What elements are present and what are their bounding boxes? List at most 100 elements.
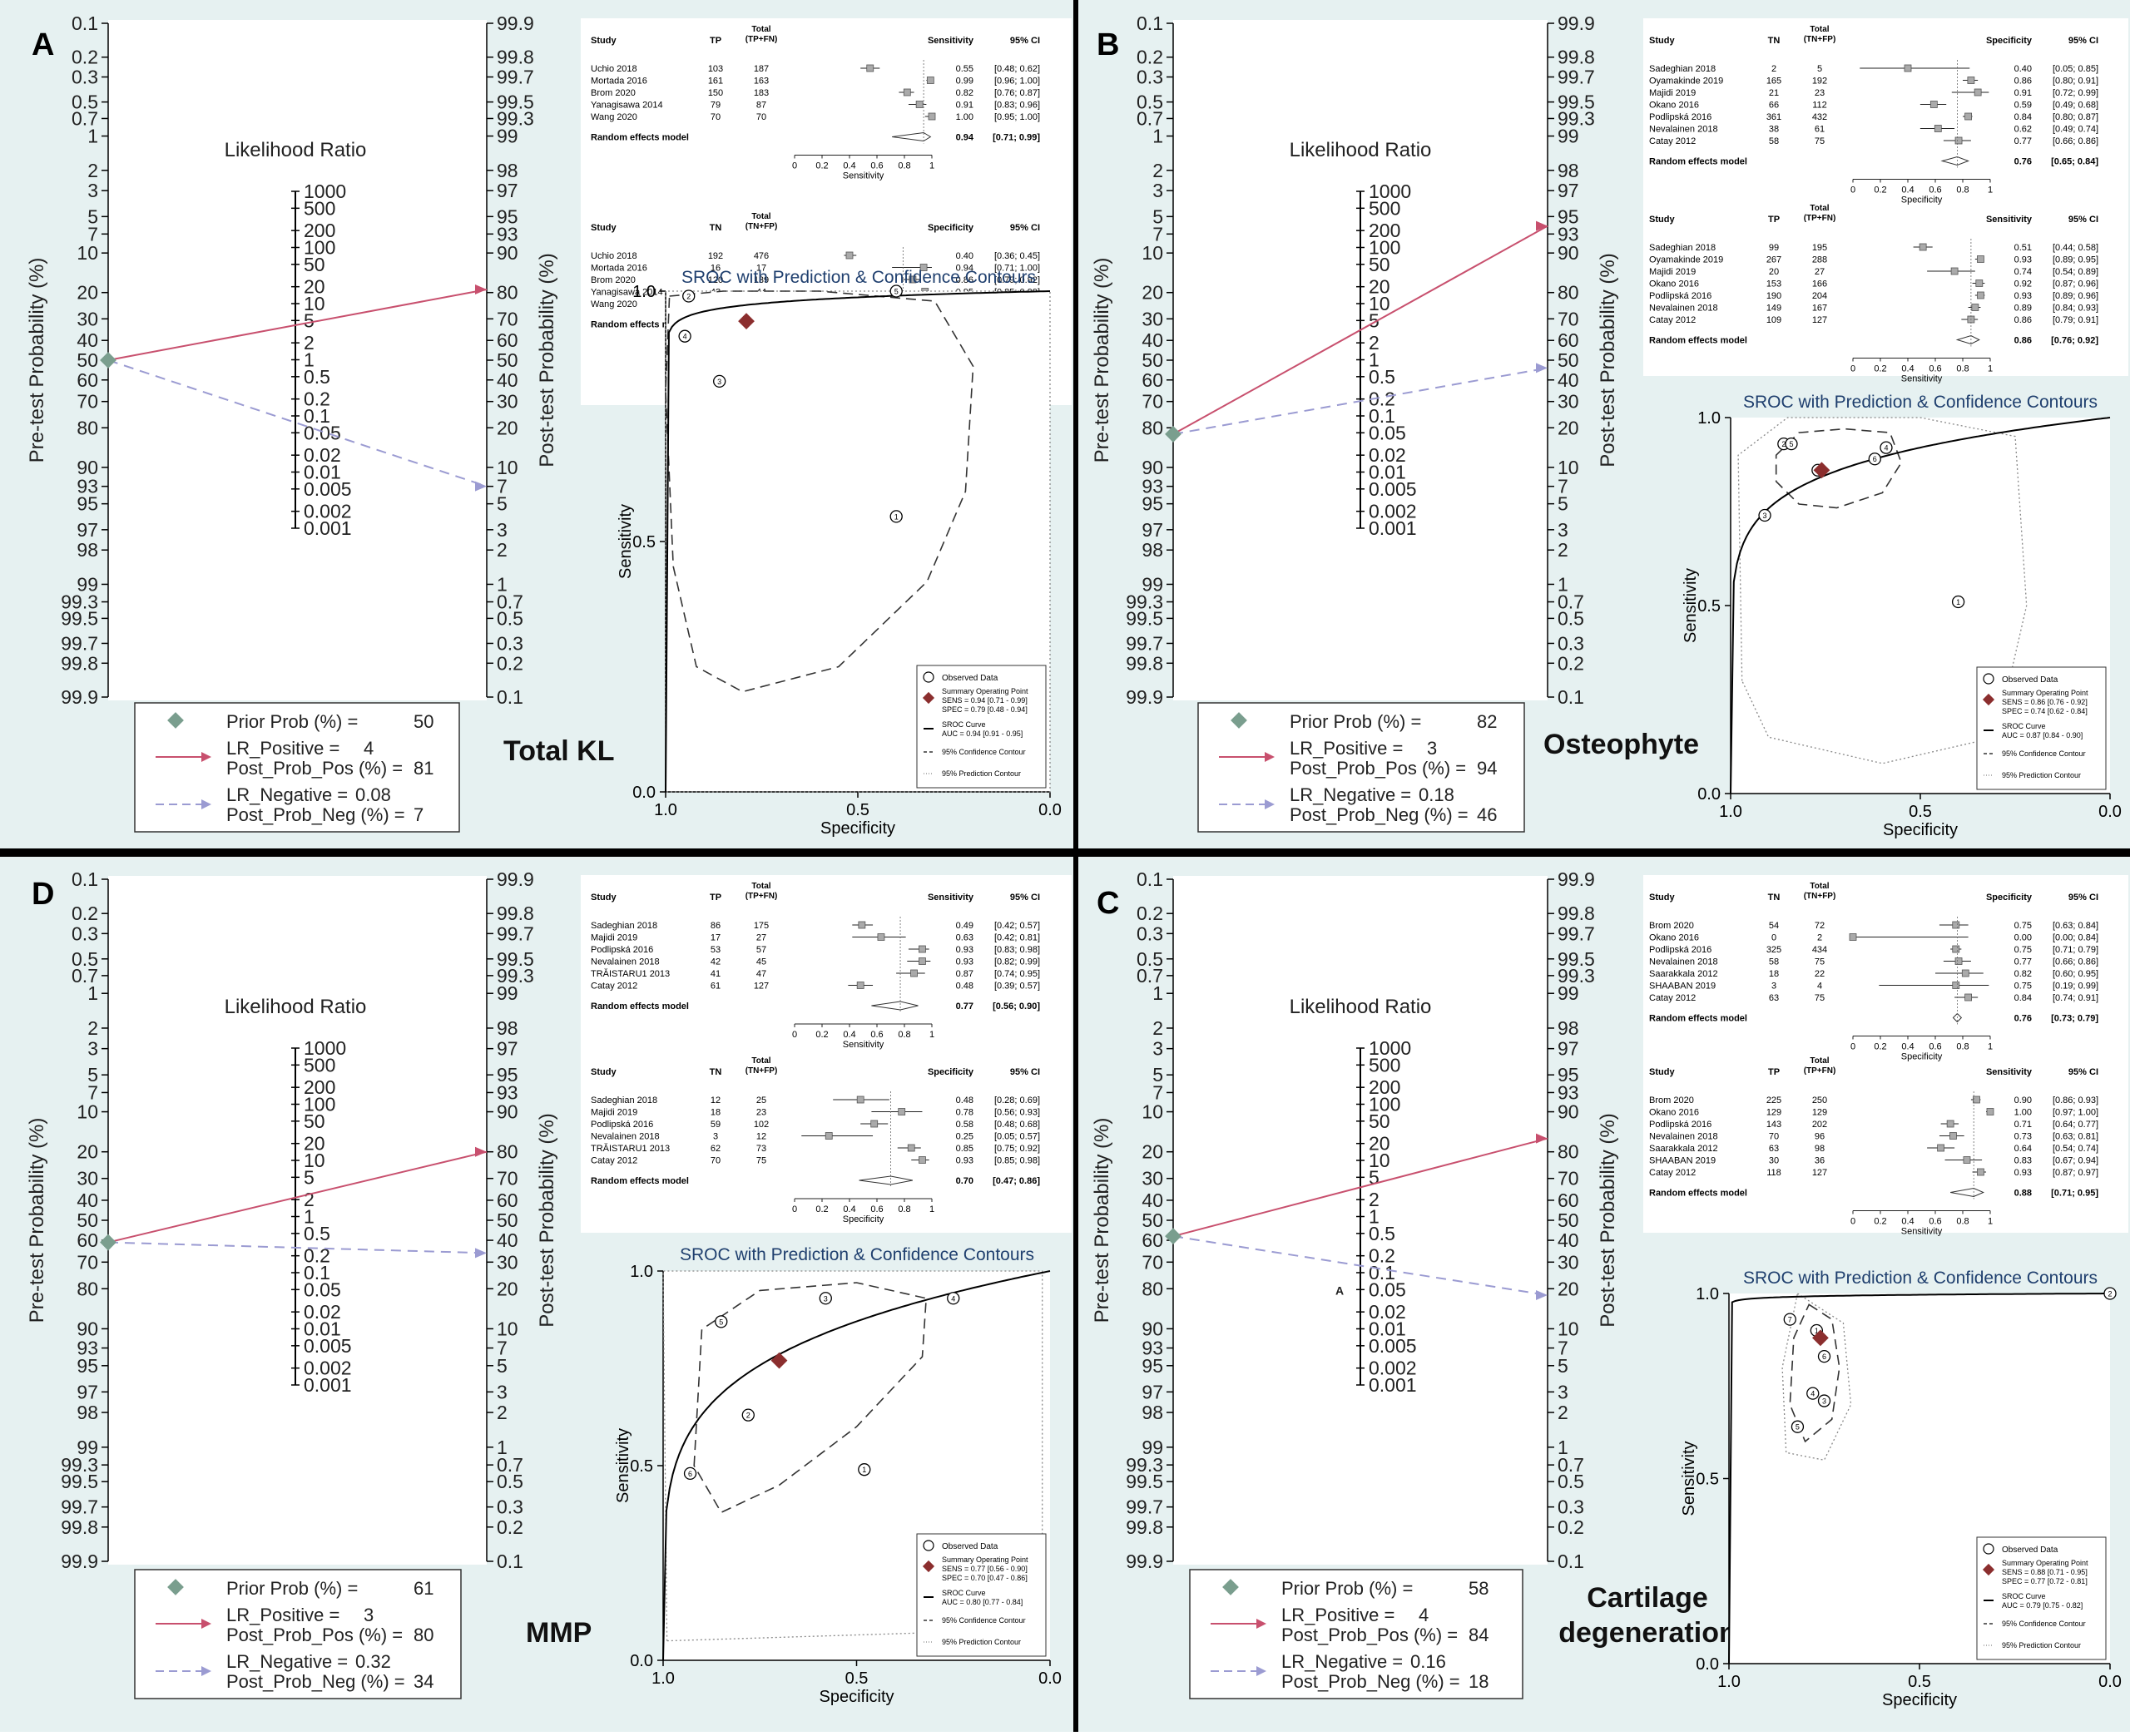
pretest-tick-label: 30 [1142, 1168, 1163, 1189]
forest-study-ci: [0.05; 0.57] [994, 1132, 1040, 1142]
posttest-tick-label: 30 [497, 391, 518, 413]
lr-tick-label: 0.005 [304, 1335, 352, 1357]
legend-summary-spec: SPEC = 0.79 [0.48 - 0.94] [942, 705, 1028, 714]
legend-lrpos-label: LR_Positive = [1281, 1605, 1394, 1625]
forest-study-name: Nevalainen 2018 [1649, 957, 1718, 967]
sroc-observed-label: 3 [717, 378, 721, 386]
forest-study-estimate: 0.93 [2014, 291, 2032, 301]
forest-study-header: Study [1649, 893, 1675, 903]
forest-point [1954, 957, 1963, 965]
forest-study-ci: [0.83; 0.96] [994, 101, 1040, 111]
legend-observed-icon [1983, 1543, 1994, 1555]
forest-study-total: 72 [1815, 921, 1825, 931]
sroc-observed-label: 1 [1956, 598, 1960, 606]
forest-study-estimate: 0.82 [2014, 969, 2032, 979]
sroc-confidence-contour [665, 290, 974, 693]
forest-point [1977, 1168, 1984, 1176]
posttest-tick-label: 97 [1558, 1038, 1579, 1060]
forest-study-estimate: 0.73 [2014, 1132, 2032, 1142]
forest-study-estimate: 0.93 [2014, 1168, 2032, 1178]
lr-title: Likelihood Ratio [1290, 996, 1432, 1018]
forest-study-ci: [0.66; 0.86] [2053, 136, 2098, 146]
forest-study-header: Study [591, 893, 617, 903]
forest-study-name: Sadeghian 2018 [1649, 243, 1716, 253]
posttest-tick-label: 99.5 [497, 91, 534, 113]
forest-pooled-diamond [859, 1175, 913, 1185]
forest-study-ci: [0.44; 0.58] [2053, 243, 2098, 253]
lr-tick-label: 0.5 [1369, 1223, 1395, 1244]
legend-postneg-label: Post_Prob_Neg (%) = [1290, 804, 1469, 825]
sroc-plot: SROC with Prediction & Confidence Contou… [614, 1245, 1062, 1706]
posttest-tick-label: 1 [497, 573, 508, 595]
pretest-tick-label: 99.8 [61, 652, 98, 674]
forest-total-header: Total [1810, 25, 1829, 34]
lr-tick-label: 20 [304, 276, 325, 298]
posttest-tick-label: 90 [497, 1101, 518, 1123]
forest-study-count: 103 [708, 64, 723, 74]
posttest-tick-label: 99 [1558, 126, 1579, 147]
legend-pos-arrow [1256, 1619, 1266, 1629]
forest-background [1643, 875, 2128, 1233]
forest-study-name: Nevalainen 2018 [591, 1132, 660, 1142]
forest-pooled-ci: [0.76; 0.92] [2051, 336, 2098, 346]
lr-tick-label: 0.02 [304, 444, 341, 466]
pretest-tick-label: 50 [77, 1209, 98, 1231]
lr-tick-label: 1 [1369, 349, 1380, 371]
forest-axis-label: Sensitivity [843, 1040, 884, 1050]
forest-study-total: 102 [754, 1120, 769, 1130]
sroc-y-tick-label: 0.5 [630, 1457, 653, 1476]
lr-tick-label: 20 [1369, 276, 1390, 298]
prior-marker [1165, 1228, 1181, 1245]
lr-tick-label: 1000 [304, 181, 346, 202]
lr-tick-label: 5 [304, 309, 315, 331]
posttest-tick-label: 40 [497, 369, 518, 391]
lr-tick-label: 0.02 [1369, 1301, 1406, 1323]
forest-metric-header: Specificity [1986, 893, 2033, 903]
forest-point [1946, 1120, 1954, 1128]
pretest-tick-label: 0.3 [1137, 922, 1163, 944]
forest-study-count: 20 [1769, 267, 1779, 277]
forest-point [928, 112, 936, 121]
posttest-tick-label: 10 [1558, 1318, 1579, 1339]
forest-pooled-diamond [1955, 334, 1980, 345]
posttest-tick-label: 95 [497, 205, 518, 227]
forest-study-count: 21 [1769, 88, 1779, 98]
sroc-observed-label: 6 [1822, 1353, 1826, 1361]
legend-neg-arrow [1265, 799, 1275, 809]
forest-study-name: Oyamakinde 2019 [1649, 77, 1723, 87]
forest-study-ci: [0.42; 0.57] [994, 921, 1040, 931]
sroc-x-tick-label: 0.0 [1038, 1669, 1062, 1688]
forest-count-header: TP [1768, 215, 1780, 225]
sroc-observed-label: 1 [862, 1466, 866, 1474]
forest-study-estimate: 1.00 [2014, 1108, 2032, 1118]
forest-ci-header: 95% CI [2068, 215, 2098, 225]
forest-study-estimate: 0.58 [956, 1120, 973, 1130]
sroc-observed-label: 5 [1796, 1423, 1800, 1432]
forest-study-estimate: 0.77 [2014, 957, 2032, 967]
pretest-tick-label: 50 [1142, 349, 1163, 371]
forest-study-ci: [0.67; 0.94] [2053, 1156, 2098, 1166]
lr-tick-label: 20 [1369, 1133, 1390, 1155]
forest-study-ci: [0.85; 0.98] [994, 1156, 1040, 1166]
forest-study-ci: [0.28; 0.69] [994, 1096, 1040, 1105]
pretest-tick-label: 1 [1152, 126, 1163, 147]
sroc-y-tick-label: 0.5 [1696, 1471, 1719, 1489]
forest-study-count: 161 [708, 77, 723, 87]
posttest-tick-label: 50 [1558, 1209, 1579, 1231]
pretest-tick-label: 0.7 [72, 965, 98, 987]
posttest-tick-label: 20 [1558, 417, 1579, 438]
lr-tick-label: 0.02 [304, 1301, 341, 1323]
forest-study-total: 112 [1812, 101, 1827, 111]
sroc-observed-label: 7 [1788, 1316, 1792, 1324]
forest-total-header: Total [751, 882, 770, 891]
legend-postneg-value: 18 [1469, 1671, 1489, 1692]
forest-study-estimate: 0.00 [2014, 933, 2032, 943]
forest-study-name: Majidi 2019 [1649, 88, 1696, 98]
pretest-tick-label: 95 [77, 493, 98, 515]
forest-pooled-estimate: 0.77 [956, 1002, 973, 1011]
pretest-tick-label: 99.3 [1126, 591, 1163, 613]
legend-lrpos-label: LR_Positive = [226, 738, 339, 759]
posttest-tick-label: 99.9 [497, 868, 534, 890]
pretest-tick-label: 5 [87, 205, 98, 227]
